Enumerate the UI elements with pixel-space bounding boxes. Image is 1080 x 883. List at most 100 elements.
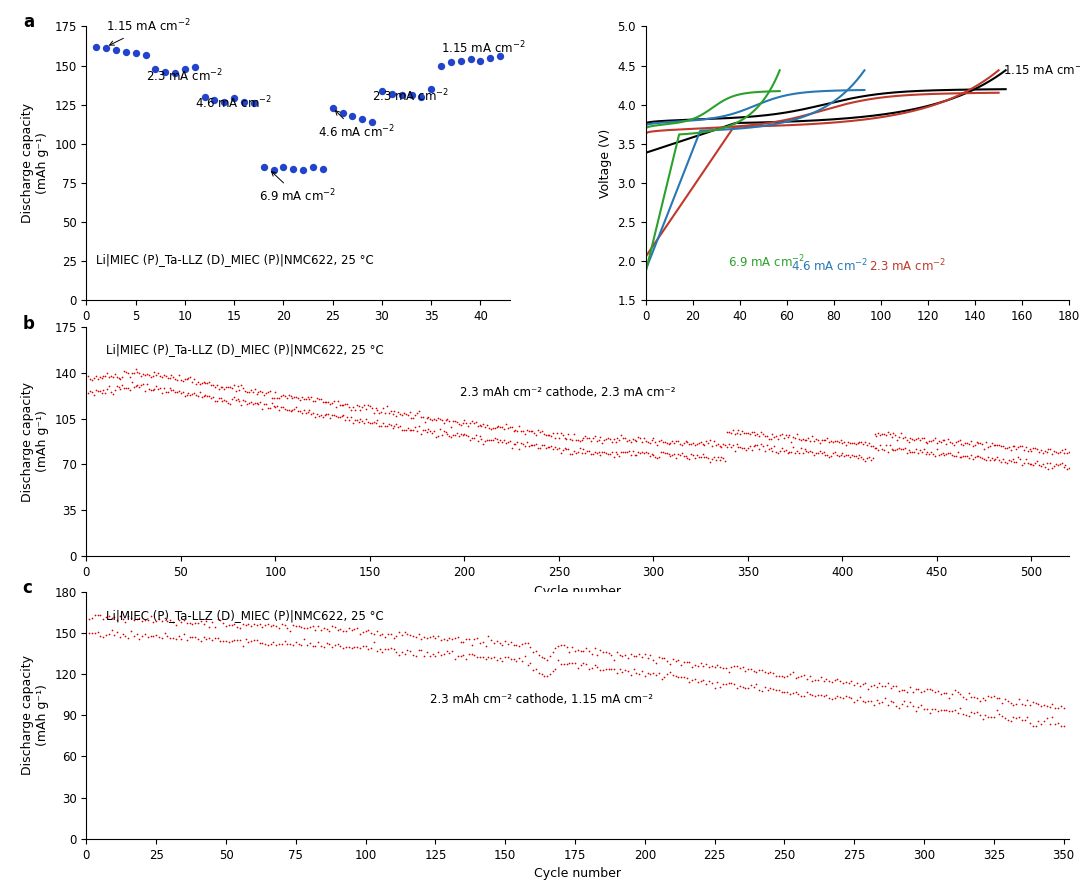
Point xyxy=(862,453,879,467)
Point xyxy=(140,382,158,396)
Point xyxy=(859,438,876,452)
Point xyxy=(121,370,138,384)
Point xyxy=(575,442,592,456)
Point xyxy=(596,445,613,459)
Point xyxy=(1045,444,1063,458)
Point xyxy=(798,672,815,686)
Point xyxy=(357,624,375,638)
Point xyxy=(354,400,372,414)
Text: 1.15 mA cm$^{-2}$: 1.15 mA cm$^{-2}$ xyxy=(441,40,526,57)
Point xyxy=(652,445,670,459)
Point xyxy=(946,683,963,697)
Point xyxy=(661,658,678,672)
Point xyxy=(960,451,977,465)
Point xyxy=(294,406,311,420)
Point xyxy=(989,450,1007,464)
Point xyxy=(469,630,486,645)
Point xyxy=(347,403,364,417)
Point xyxy=(156,626,173,640)
Point xyxy=(343,623,361,637)
Point xyxy=(703,675,720,690)
Point xyxy=(1061,445,1078,459)
Point xyxy=(809,673,826,687)
Point xyxy=(951,434,969,448)
Point xyxy=(314,162,332,176)
Point xyxy=(1002,713,1020,728)
Point xyxy=(162,613,179,627)
Point xyxy=(518,435,536,449)
Point xyxy=(262,619,280,633)
Point xyxy=(486,431,503,445)
Point xyxy=(322,396,339,411)
Point xyxy=(1043,697,1061,711)
Point xyxy=(279,391,296,405)
Point xyxy=(918,702,935,716)
Point xyxy=(672,437,689,451)
Point xyxy=(267,400,284,414)
Point xyxy=(386,404,403,419)
Point xyxy=(953,437,970,451)
Point xyxy=(608,645,625,659)
Point xyxy=(656,670,673,684)
Point xyxy=(562,447,579,461)
Point xyxy=(728,426,745,440)
Point xyxy=(224,392,241,406)
Point xyxy=(329,394,347,408)
Point xyxy=(257,386,274,400)
Point xyxy=(650,450,667,464)
Point xyxy=(226,617,243,631)
Point xyxy=(546,431,564,445)
Point xyxy=(401,423,418,437)
Point xyxy=(874,679,891,693)
Point xyxy=(446,428,463,442)
Point xyxy=(806,434,823,449)
Point xyxy=(427,631,444,645)
Point xyxy=(518,658,536,672)
Point xyxy=(793,434,810,448)
Point xyxy=(726,444,743,458)
Point xyxy=(235,94,253,109)
Point xyxy=(413,427,430,442)
Point xyxy=(872,438,889,452)
Point xyxy=(416,423,433,437)
Point xyxy=(832,448,849,462)
Point xyxy=(1027,697,1044,711)
Point xyxy=(435,416,453,430)
Text: 4.6 mA cm$^{-2}$: 4.6 mA cm$^{-2}$ xyxy=(194,94,272,111)
Point xyxy=(892,442,909,456)
Point xyxy=(363,402,380,416)
Point xyxy=(296,631,313,645)
Point xyxy=(433,428,450,442)
Point xyxy=(265,163,282,177)
Point xyxy=(932,447,949,461)
Point xyxy=(735,426,753,441)
Point xyxy=(793,442,810,456)
Point xyxy=(849,451,866,465)
Point xyxy=(149,366,167,380)
Point xyxy=(243,619,260,633)
Point xyxy=(268,638,285,652)
Point xyxy=(1047,701,1064,715)
Point xyxy=(809,446,826,460)
Point xyxy=(508,653,525,668)
Point xyxy=(977,434,995,449)
Point xyxy=(904,433,921,447)
Point xyxy=(268,619,285,633)
Point xyxy=(725,438,742,452)
Point xyxy=(811,435,828,449)
Point xyxy=(216,94,233,109)
Point xyxy=(446,652,463,666)
Point xyxy=(773,669,791,683)
Point xyxy=(615,431,632,445)
Point xyxy=(732,427,750,442)
Point xyxy=(816,434,834,448)
Point xyxy=(472,650,489,664)
Point xyxy=(768,669,785,683)
Point xyxy=(1016,713,1034,727)
Point xyxy=(248,617,266,631)
Point xyxy=(828,449,846,463)
Point xyxy=(408,424,426,438)
Point xyxy=(180,387,198,401)
Point xyxy=(310,409,327,423)
Point xyxy=(392,419,409,434)
